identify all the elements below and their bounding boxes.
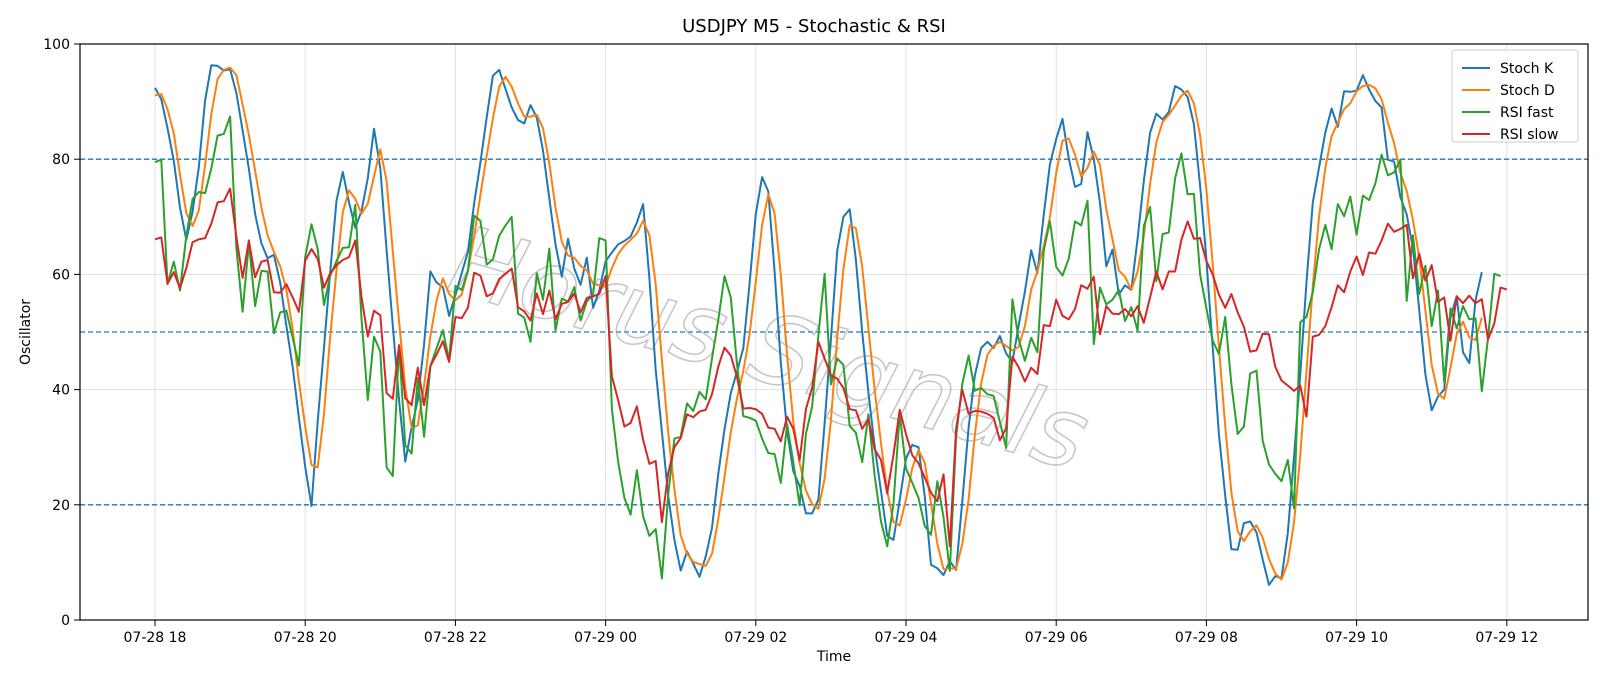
legend-label: Stoch K (1500, 61, 1554, 77)
x-tick-label: 07-29 02 (724, 630, 787, 646)
x-axis-label: Time (816, 649, 851, 665)
y-tick-label: 40 (52, 383, 70, 399)
x-tick-label: 07-29 04 (875, 630, 938, 646)
x-tick-label: 07-29 12 (1475, 630, 1538, 646)
watermark: Horus Signals (438, 204, 1100, 493)
series-line-rsi-slow (154, 187, 1508, 548)
series-layer (154, 64, 1508, 586)
y-tick-label: 20 (52, 498, 70, 514)
x-tick-label: 07-29 10 (1325, 630, 1388, 646)
y-tick-label: 100 (43, 37, 70, 53)
series-line-stoch-d (154, 66, 1483, 581)
series-line-stoch-k (154, 64, 1483, 586)
x-tick-label: 07-28 18 (124, 630, 187, 646)
legend-box (1451, 49, 1579, 143)
x-tick-label: 07-28 20 (274, 630, 337, 646)
x-tick-label: 07-29 06 (1025, 630, 1088, 646)
legend-label: RSI fast (1500, 105, 1554, 121)
chart-title: USDJPY M5 - Stochastic & RSI (682, 16, 946, 37)
legend-label: Stoch D (1500, 83, 1555, 99)
y-tick-label: 0 (61, 613, 70, 629)
y-axis: 0 20 40 60 80 100 (43, 37, 80, 629)
x-tick-label: 07-29 08 (1175, 630, 1238, 646)
x-axis: 07-28 18 07-28 20 07-28 22 07-29 00 07-29 02… (124, 620, 1538, 646)
y-axis-label: Oscillator (18, 299, 34, 365)
y-tick-label: 80 (52, 152, 70, 168)
y-tick-label: 60 (52, 267, 70, 283)
plot-frame (79, 43, 1589, 621)
series-line-rsi-fast (154, 115, 1501, 580)
x-tick-label: 07-28 22 (424, 630, 487, 646)
x-tick-label: 07-29 00 (574, 630, 637, 646)
legend-label: RSI slow (1500, 127, 1558, 143)
legend: Stoch K Stoch D RSI fast RSI slow (1451, 49, 1579, 143)
